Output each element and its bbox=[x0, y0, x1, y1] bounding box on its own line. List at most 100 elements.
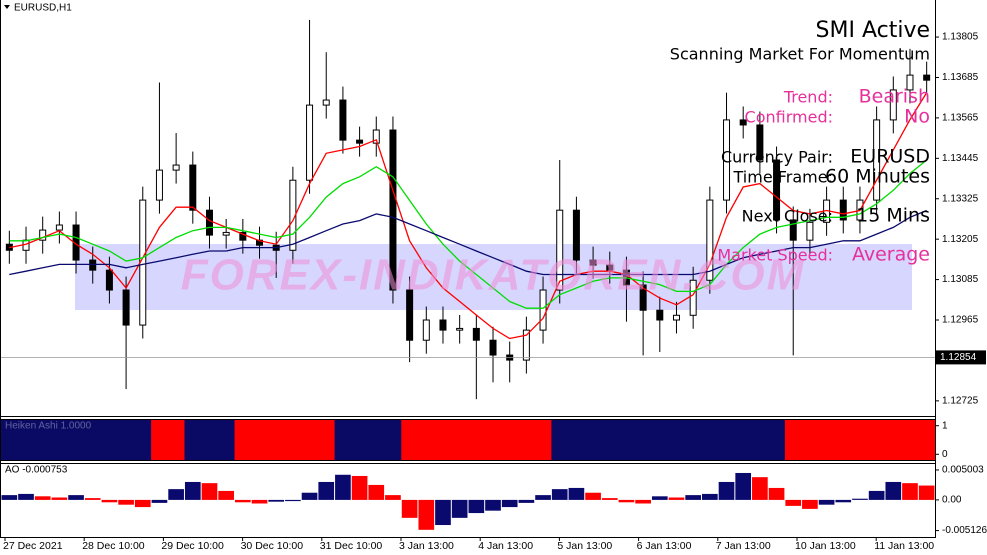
signal-bar bbox=[101, 420, 119, 460]
candle-body bbox=[306, 104, 314, 181]
signal-bar bbox=[768, 420, 786, 460]
ao-bar bbox=[635, 499, 651, 504]
indicator-title: AO -0.000753 bbox=[5, 465, 68, 476]
signal-bar bbox=[601, 420, 619, 460]
y-tick-label: 1 bbox=[942, 420, 948, 431]
ao-bar bbox=[885, 481, 902, 500]
y-tick-label: -0.005126 bbox=[942, 525, 987, 536]
candle-body bbox=[55, 224, 63, 231]
ao-bar bbox=[735, 472, 752, 500]
signal-bar bbox=[167, 420, 186, 460]
ao-bar bbox=[318, 481, 335, 500]
ao-bar bbox=[168, 489, 184, 500]
candle-body bbox=[839, 199, 847, 221]
info-label: Next Close: bbox=[742, 207, 833, 226]
signal-bar bbox=[184, 420, 202, 460]
candle-body bbox=[189, 164, 197, 211]
ao-bar bbox=[651, 496, 668, 500]
x-tick-label: 4 Jan 13:00 bbox=[478, 540, 533, 552]
ao-bar bbox=[335, 474, 351, 500]
ao-bar bbox=[818, 499, 835, 505]
signal-bar bbox=[701, 420, 719, 460]
candle-body bbox=[39, 229, 47, 241]
moving-average bbox=[9, 92, 928, 340]
signal-bar bbox=[868, 420, 886, 460]
ao-bar bbox=[618, 499, 635, 503]
signal-bar bbox=[451, 420, 469, 460]
ao-bar bbox=[101, 499, 118, 503]
candle-body bbox=[456, 327, 464, 331]
signal-bar bbox=[1, 420, 19, 460]
signal-bar bbox=[784, 420, 803, 460]
signal-bar bbox=[334, 420, 352, 460]
info-subtitle: Scanning Market For Momentum bbox=[670, 45, 930, 64]
ao-bar bbox=[18, 493, 34, 500]
ao-bar bbox=[501, 499, 518, 508]
y-tick-label: 1.13325 bbox=[942, 193, 979, 204]
signal-bar bbox=[67, 420, 85, 460]
candle-body bbox=[773, 159, 781, 221]
ao-bar bbox=[768, 487, 785, 500]
candle-body bbox=[889, 89, 897, 121]
x-tick-label: 6 Jan 13:00 bbox=[637, 540, 692, 552]
info-label: Currency Pair: bbox=[721, 148, 833, 167]
candle-body bbox=[589, 259, 597, 266]
ao-bar bbox=[301, 492, 318, 500]
ao-bar bbox=[235, 499, 251, 503]
x-tick-label: 30 Dec 10:00 bbox=[241, 540, 304, 552]
signal-bar bbox=[918, 420, 936, 460]
ao-bar bbox=[802, 499, 818, 509]
signal-bar bbox=[618, 420, 636, 460]
signal-bar bbox=[568, 420, 586, 460]
y-tick-label: 1.12965 bbox=[942, 315, 979, 326]
signal-bar bbox=[151, 420, 169, 460]
ao-bar bbox=[285, 499, 301, 502]
ao-bar bbox=[34, 496, 51, 500]
candle-body bbox=[339, 99, 347, 141]
ao-bar bbox=[435, 499, 451, 526]
candle-body bbox=[923, 74, 931, 81]
signal-bar bbox=[434, 420, 452, 460]
candle-body bbox=[689, 279, 697, 316]
ao-bar bbox=[868, 490, 885, 500]
info-title: SMI Active bbox=[816, 18, 930, 43]
signal-bar bbox=[484, 420, 502, 460]
candle-body bbox=[406, 289, 414, 341]
candle-body bbox=[606, 264, 614, 271]
signal-bar bbox=[834, 420, 853, 460]
signal-bar bbox=[734, 420, 753, 460]
candle-body bbox=[706, 199, 714, 281]
ao-bar bbox=[835, 499, 852, 503]
candle-body bbox=[155, 169, 163, 201]
signal-bar bbox=[584, 420, 603, 460]
signal-bar bbox=[201, 420, 219, 460]
candle-body bbox=[322, 99, 330, 106]
candle-body bbox=[422, 319, 430, 341]
signal-bar bbox=[267, 420, 286, 460]
signal-bar bbox=[718, 420, 736, 460]
signal-bar bbox=[634, 420, 653, 460]
candle-body bbox=[122, 289, 130, 326]
ao-bar bbox=[68, 495, 84, 500]
candle-body bbox=[172, 164, 180, 171]
watermark: FOREX-INDIKATOREN.COM bbox=[181, 251, 806, 300]
signal-bar bbox=[51, 420, 69, 460]
signal-bar bbox=[401, 420, 419, 460]
signal-bar bbox=[34, 420, 52, 460]
signal-bar bbox=[84, 420, 102, 460]
signal-bar bbox=[518, 420, 536, 460]
x-tick-label: 11 Jan 13:00 bbox=[874, 540, 934, 552]
signal-bar bbox=[468, 420, 486, 460]
ao-bar bbox=[568, 487, 585, 500]
signal-bar bbox=[501, 420, 519, 460]
ao-bar bbox=[201, 483, 218, 500]
ao-bar bbox=[134, 499, 151, 508]
info-label: Market Speed: bbox=[717, 246, 833, 265]
signal-bar bbox=[317, 420, 336, 460]
candle-body bbox=[239, 231, 247, 241]
x-tick-label: 7 Jan 13:00 bbox=[716, 540, 771, 552]
signal-bar bbox=[284, 420, 302, 460]
candle-body bbox=[756, 124, 764, 161]
